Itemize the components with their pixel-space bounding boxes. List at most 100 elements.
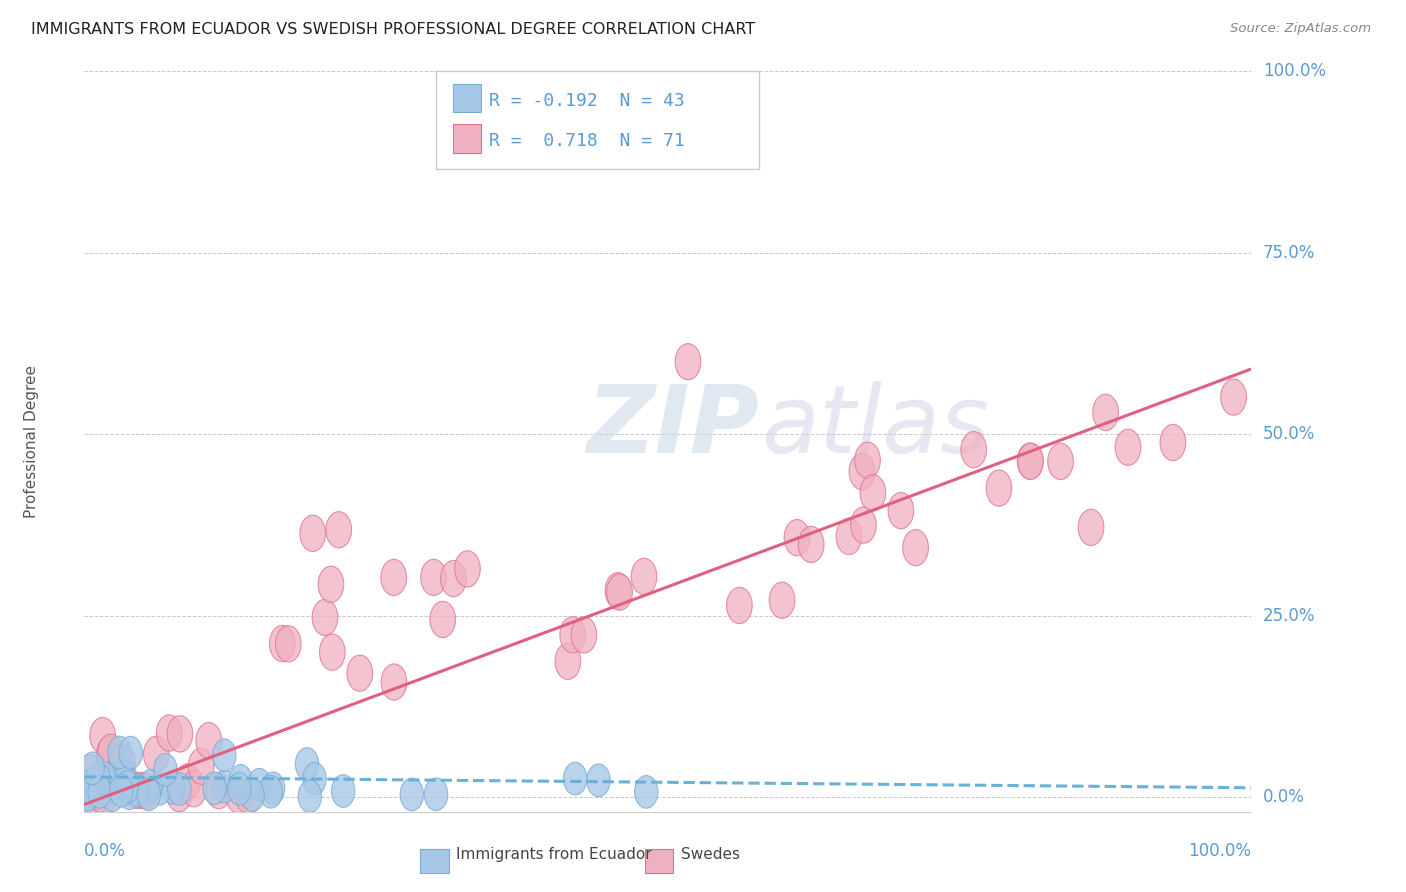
- Ellipse shape: [240, 779, 264, 812]
- Ellipse shape: [837, 518, 862, 555]
- Ellipse shape: [560, 616, 585, 653]
- Ellipse shape: [82, 773, 107, 810]
- Ellipse shape: [270, 625, 295, 662]
- Ellipse shape: [110, 774, 132, 807]
- Ellipse shape: [401, 778, 423, 811]
- Ellipse shape: [855, 442, 880, 478]
- Ellipse shape: [112, 765, 136, 797]
- Ellipse shape: [1092, 394, 1118, 431]
- Ellipse shape: [115, 771, 139, 803]
- Text: 100.0%: 100.0%: [1263, 62, 1326, 80]
- Ellipse shape: [851, 507, 876, 543]
- Ellipse shape: [295, 747, 319, 780]
- Ellipse shape: [1018, 442, 1043, 479]
- Ellipse shape: [247, 768, 271, 801]
- Ellipse shape: [302, 763, 326, 795]
- Ellipse shape: [87, 762, 110, 795]
- Ellipse shape: [195, 723, 222, 759]
- Ellipse shape: [166, 775, 193, 812]
- Ellipse shape: [960, 432, 987, 467]
- Ellipse shape: [156, 714, 181, 751]
- Ellipse shape: [89, 775, 111, 808]
- Ellipse shape: [174, 764, 201, 800]
- Text: IMMIGRANTS FROM ECUADOR VS SWEDISH PROFESSIONAL DEGREE CORRELATION CHART: IMMIGRANTS FROM ECUADOR VS SWEDISH PROFE…: [31, 22, 755, 37]
- Ellipse shape: [420, 559, 446, 596]
- Ellipse shape: [205, 772, 232, 809]
- Ellipse shape: [259, 775, 283, 808]
- Ellipse shape: [785, 519, 810, 556]
- Ellipse shape: [326, 512, 352, 548]
- Ellipse shape: [299, 516, 326, 551]
- Ellipse shape: [124, 772, 149, 808]
- Ellipse shape: [139, 769, 162, 802]
- Ellipse shape: [298, 780, 322, 813]
- Ellipse shape: [77, 779, 103, 815]
- Ellipse shape: [769, 582, 794, 618]
- Ellipse shape: [127, 774, 149, 807]
- Ellipse shape: [212, 739, 236, 772]
- Ellipse shape: [312, 599, 337, 635]
- Ellipse shape: [143, 736, 169, 772]
- Text: 25.0%: 25.0%: [1263, 607, 1316, 624]
- Ellipse shape: [586, 764, 610, 797]
- Ellipse shape: [430, 601, 456, 638]
- Ellipse shape: [440, 560, 467, 597]
- Ellipse shape: [454, 550, 481, 587]
- Ellipse shape: [986, 470, 1012, 507]
- Ellipse shape: [1220, 379, 1246, 416]
- Ellipse shape: [108, 749, 134, 786]
- Ellipse shape: [82, 752, 104, 785]
- Text: ZIP: ZIP: [586, 381, 759, 473]
- Ellipse shape: [91, 772, 114, 804]
- Ellipse shape: [889, 492, 914, 529]
- Ellipse shape: [129, 772, 156, 809]
- Ellipse shape: [571, 616, 596, 653]
- Ellipse shape: [607, 574, 633, 610]
- Ellipse shape: [1115, 429, 1140, 466]
- Ellipse shape: [202, 772, 226, 805]
- Ellipse shape: [212, 770, 236, 803]
- Ellipse shape: [114, 760, 136, 793]
- Ellipse shape: [799, 526, 824, 563]
- Text: 75.0%: 75.0%: [1263, 244, 1316, 262]
- Ellipse shape: [381, 559, 406, 596]
- Ellipse shape: [77, 769, 103, 805]
- Ellipse shape: [101, 768, 127, 804]
- Ellipse shape: [76, 779, 100, 811]
- Ellipse shape: [107, 761, 129, 794]
- Ellipse shape: [77, 755, 103, 790]
- Ellipse shape: [236, 778, 262, 814]
- Ellipse shape: [138, 778, 160, 811]
- Ellipse shape: [332, 774, 354, 807]
- Ellipse shape: [1078, 509, 1104, 546]
- Ellipse shape: [108, 736, 131, 769]
- Ellipse shape: [97, 737, 122, 772]
- Ellipse shape: [167, 772, 191, 805]
- Ellipse shape: [318, 566, 344, 602]
- Ellipse shape: [87, 776, 114, 812]
- Ellipse shape: [1047, 443, 1073, 480]
- Ellipse shape: [229, 764, 252, 797]
- Text: Immigrants from Ecuador: Immigrants from Ecuador: [456, 847, 651, 862]
- Ellipse shape: [555, 643, 581, 680]
- Ellipse shape: [167, 715, 193, 752]
- Ellipse shape: [347, 655, 373, 691]
- Ellipse shape: [90, 717, 115, 754]
- Text: atlas: atlas: [761, 381, 990, 472]
- Ellipse shape: [1018, 443, 1043, 480]
- Ellipse shape: [93, 762, 115, 794]
- Ellipse shape: [148, 772, 172, 805]
- Text: Professional Degree: Professional Degree: [24, 365, 39, 518]
- Text: Swedes: Swedes: [681, 847, 740, 862]
- Text: R = -0.192  N = 43: R = -0.192 N = 43: [489, 92, 685, 110]
- Ellipse shape: [605, 573, 631, 609]
- Ellipse shape: [262, 772, 285, 805]
- Ellipse shape: [903, 530, 928, 566]
- Ellipse shape: [727, 587, 752, 624]
- Ellipse shape: [101, 763, 127, 799]
- Ellipse shape: [228, 772, 252, 805]
- Ellipse shape: [77, 772, 100, 804]
- Ellipse shape: [631, 558, 657, 595]
- Ellipse shape: [101, 779, 124, 812]
- Text: 0.0%: 0.0%: [84, 842, 127, 860]
